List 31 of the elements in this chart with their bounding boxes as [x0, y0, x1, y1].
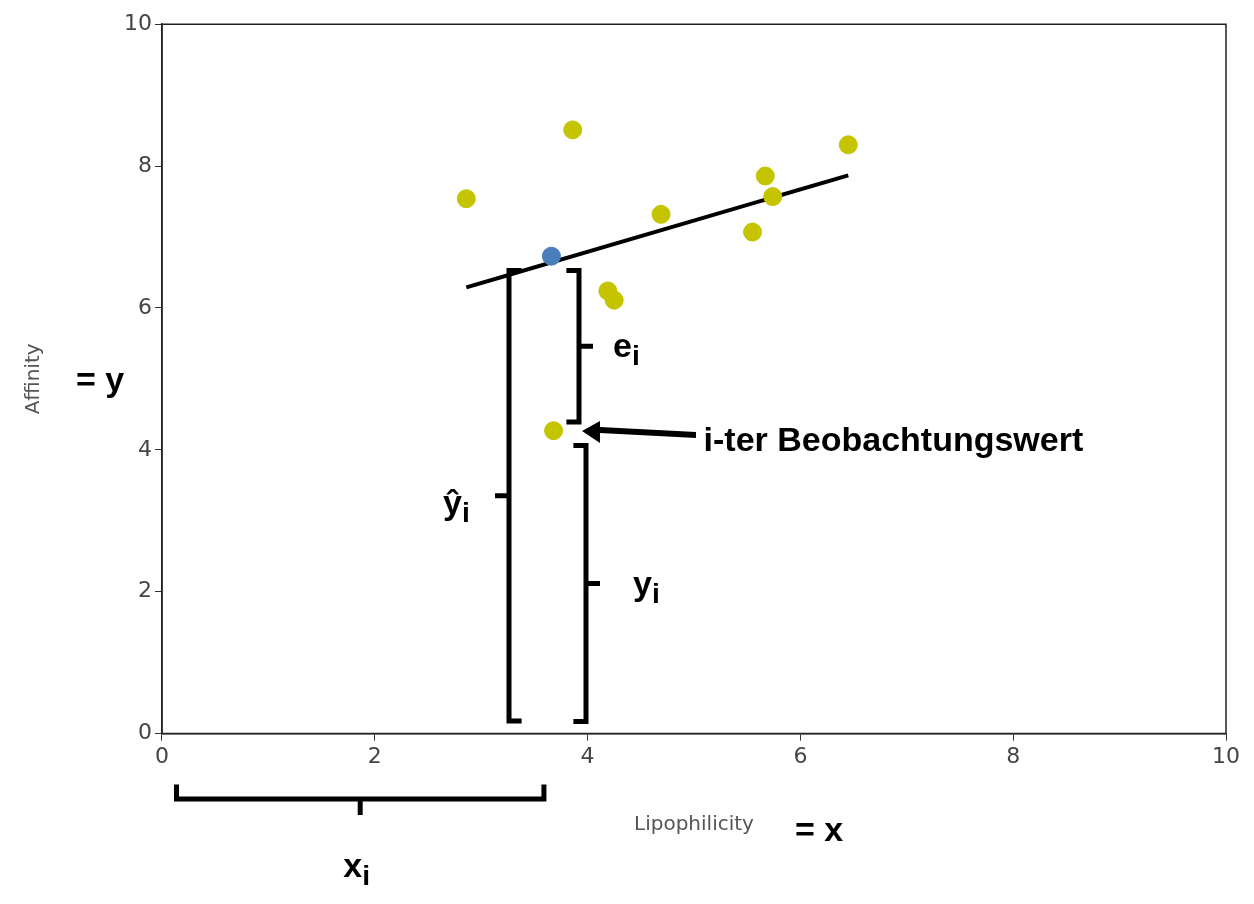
x-tick-label: 2 — [367, 742, 382, 768]
annotation: y$_{i}$ — [633, 564, 660, 611]
y-tick-label: 8 — [137, 151, 152, 177]
y-tick-label: 2 — [137, 577, 152, 603]
text: = x — [794, 809, 844, 849]
point — [563, 120, 583, 140]
x-tick-label: 6 — [793, 742, 808, 768]
point — [651, 204, 671, 224]
y-axis-title: Affinity — [20, 343, 45, 415]
text: x$_{i}$ — [343, 845, 371, 892]
point — [763, 187, 783, 207]
point — [838, 135, 858, 155]
annotation: ŷ$_{i}$ — [443, 482, 470, 529]
y-tick-label: 10 — [123, 9, 152, 35]
x-tick-label: 8 — [1006, 742, 1021, 768]
x-tick-label: 4 — [580, 742, 595, 768]
y-tick-label: 4 — [137, 435, 152, 461]
point — [541, 246, 561, 266]
x-tick-label: 10 — [1212, 742, 1240, 768]
y-tick-label: 0 — [137, 719, 152, 745]
point — [755, 166, 775, 186]
point — [456, 189, 476, 209]
text: = y — [75, 359, 125, 399]
point — [544, 421, 564, 441]
annotation: e$_{i}$ — [613, 326, 640, 373]
y-tick-label: 6 — [137, 293, 152, 319]
x-axis-title: Lipophilicity — [634, 811, 755, 836]
point — [604, 290, 624, 310]
point — [743, 222, 763, 242]
annotation: i-ter Beobachtungswert — [703, 419, 1084, 459]
x-tick-label: 0 — [154, 742, 169, 768]
